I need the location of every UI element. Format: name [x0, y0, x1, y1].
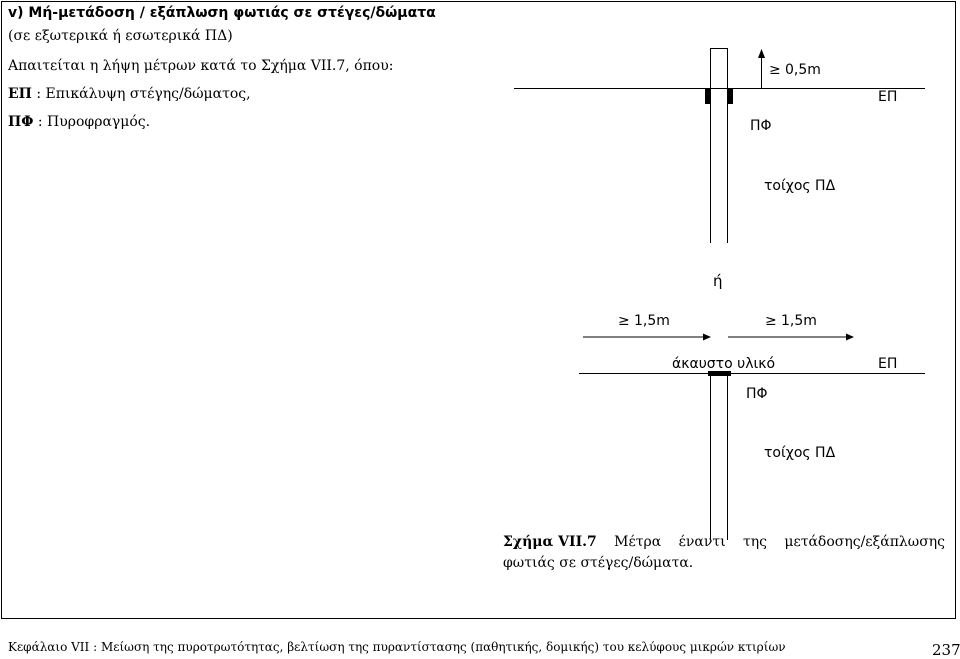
definition-roof-text: : Επικάλυψη στέγης/δώματος,	[31, 86, 251, 102]
noncombustible-material-label: άκαυστο υλικό	[672, 356, 776, 372]
bottom-firewall-block	[708, 371, 731, 376]
caption-word: Μέτρα	[614, 534, 662, 550]
top-dimension-arrowhead	[758, 49, 765, 58]
definition-firewall-text: : Πυροφραγμός.	[33, 114, 151, 130]
footer-chapter-title: Κεφάλαιο VII : Μείωση της πυροτρωτότητας…	[8, 640, 786, 654]
top-distance-symbol: ≥	[769, 62, 781, 78]
definition-firewall-term: ΠΦ	[8, 114, 34, 130]
top-firewall-left-block	[705, 88, 710, 104]
section-heading: v) Μή-μετάδοση / εξάπλωση φωτιάς σε στέγ…	[8, 5, 436, 21]
right-dimension-arrowhead	[846, 333, 854, 341]
definition-roof: ΕΠ : Επικάλυψη στέγης/δώματος,	[8, 86, 251, 102]
left-dimension-arrowhead	[703, 333, 711, 341]
caption-word: έναντι	[678, 534, 726, 550]
definition-firewall: ΠΦ : Πυροφραγμός.	[8, 114, 150, 130]
bottom-firewall-label: ΠΦ	[746, 386, 768, 402]
definition-roof-term: ΕΠ	[8, 86, 32, 102]
figure-caption-line1: Σχήμα VII.7 Μέτρα έναντι της μετάδοσης/ε…	[503, 534, 945, 550]
top-wall-label: τοίχος ΠΔ	[764, 178, 836, 194]
figure-caption-line2: φωτιάς σε στέγες/δώματα.	[503, 555, 694, 571]
left-distance-symbol: ≥	[618, 313, 630, 329]
intro-text: Απαιτείται η λήψη μέτρων κατά το Σχήμα V…	[8, 58, 394, 74]
section-subheading: (σε εξωτερικά ή εσωτερικά ΠΔ)	[8, 28, 233, 44]
right-distance-label: 1,5m	[781, 313, 817, 329]
left-distance-label: 1,5m	[634, 313, 670, 329]
figure-caption-label: Σχήμα VII.7	[503, 534, 597, 550]
bottom-wall-label: τοίχος ΠΔ	[764, 445, 836, 461]
caption-word: μετάδοσης/εξάπλωσης	[784, 534, 945, 550]
right-distance-symbol: ≥	[765, 313, 777, 329]
or-label: ή	[713, 272, 723, 290]
caption-word: της	[742, 534, 767, 550]
top-distance-label: 0,5m	[785, 62, 821, 78]
page-number: 237	[932, 641, 960, 659]
top-roof-label: ΕΠ	[878, 89, 898, 105]
top-firewall-label: ΠΦ	[750, 118, 772, 134]
bottom-roof-label: ΕΠ	[878, 356, 898, 372]
page-frame	[1, 1, 956, 619]
top-firewall-right-block	[728, 88, 733, 104]
